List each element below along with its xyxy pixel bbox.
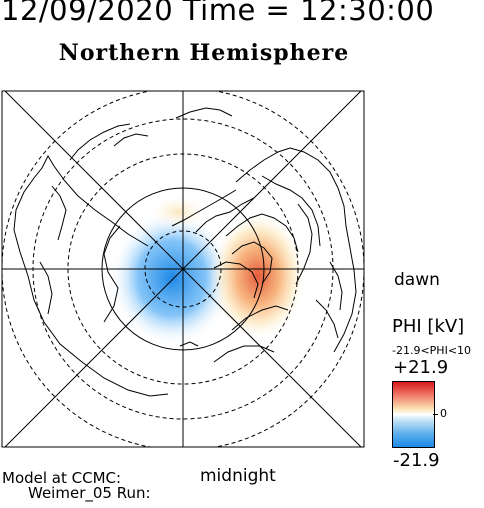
header-datetime: 12/09/2020 Time = 12:30:00 [1,0,435,27]
negative-potential-cell [110,210,234,346]
colorbar-max-label: +21.9 [393,357,449,378]
weak-positive-region [148,194,208,230]
colorbar-range: -21.9<PHI<10 [392,344,472,357]
hemisphere-title: Northern Hemisphere [58,40,350,66]
positive-potential-cell [210,212,306,340]
polar-map [1,90,365,448]
colorbar-title: PHI [kV] [392,316,465,337]
colorbar-scale [392,381,435,448]
midnight-label: midnight [200,466,276,486]
colorbar-min-label: -21.9 [393,450,440,471]
coastlines [13,107,357,397]
map-frame [1,90,365,448]
meridian-lines [2,91,364,447]
colorbar-zero-label: 0 [440,407,447,420]
potential-field [110,194,306,346]
model-label: Model at CCMC: [2,469,122,487]
colorbar-zero-tick [433,414,438,415]
dawn-label: dawn [394,270,440,290]
run-label: Weimer_05 Run: [28,484,151,502]
